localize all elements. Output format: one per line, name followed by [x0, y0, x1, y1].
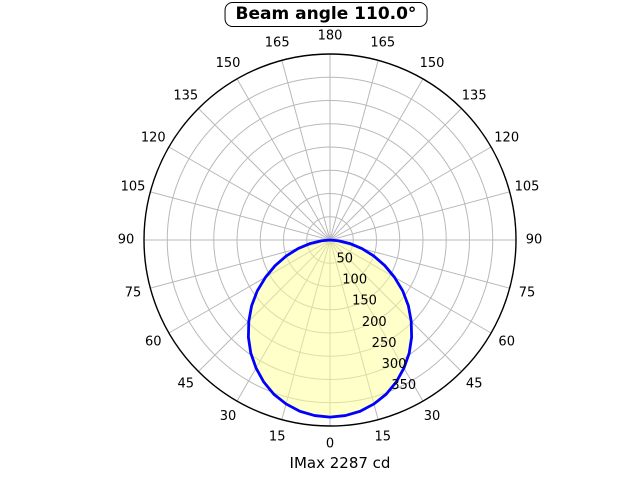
theta-tick-label: 165 — [370, 36, 395, 51]
theta-tick-label: 60 — [498, 335, 515, 350]
theta-tick-label: 45 — [178, 377, 195, 392]
intensity-curve — [247, 238, 413, 419]
theta-tick-label: 90 — [526, 233, 543, 248]
theta-tick-label: 135 — [462, 88, 487, 103]
theta-tick-label: 105 — [121, 180, 146, 195]
radial-tick-label: 200 — [362, 315, 387, 330]
radial-tick-label: 150 — [352, 294, 377, 309]
theta-tick-label: 15 — [269, 430, 286, 445]
theta-tick-label: 30 — [220, 409, 237, 424]
theta-tick-label: 165 — [265, 36, 290, 51]
radial-tick-label: 300 — [382, 357, 407, 372]
radial-tick-label: 50 — [337, 252, 354, 267]
theta-tick-label: 120 — [141, 131, 166, 146]
theta-tick-label: 120 — [494, 131, 519, 146]
theta-tick-label: 60 — [145, 335, 162, 350]
chart-title: Beam angle 110.0° — [235, 4, 417, 24]
radial-tick-labels: 50 100 150 200 250 300 350 — [337, 252, 417, 393]
theta-tick-label: 150 — [420, 56, 445, 71]
theta-tick-label: 0 — [326, 437, 334, 452]
outer-circle — [143, 53, 517, 427]
chart-title-box: Beam angle 110.0° — [224, 2, 428, 27]
radial-tick-label: 100 — [342, 273, 367, 288]
theta-tick-label: 105 — [515, 180, 540, 195]
radial-tick-label: 250 — [372, 336, 397, 351]
theta-tick-label: 15 — [375, 430, 392, 445]
theta-tick-label: 150 — [216, 56, 241, 71]
theta-tick-label: 75 — [519, 285, 536, 300]
theta-tick-labels: 0 15 15 30 30 45 45 60 60 75 75 90 90 105 105 120 120 135… — [118, 29, 543, 452]
theta-tick-label: 90 — [118, 233, 135, 248]
imax-label: IMax 2287 cd — [289, 454, 391, 472]
theta-tick-label: 135 — [173, 88, 198, 103]
theta-tick-label: 180 — [318, 29, 343, 44]
theta-tick-label: 30 — [424, 409, 441, 424]
theta-tick-label: 75 — [125, 285, 142, 300]
radial-tick-label: 350 — [391, 378, 416, 393]
theta-tick-label: 45 — [466, 377, 483, 392]
